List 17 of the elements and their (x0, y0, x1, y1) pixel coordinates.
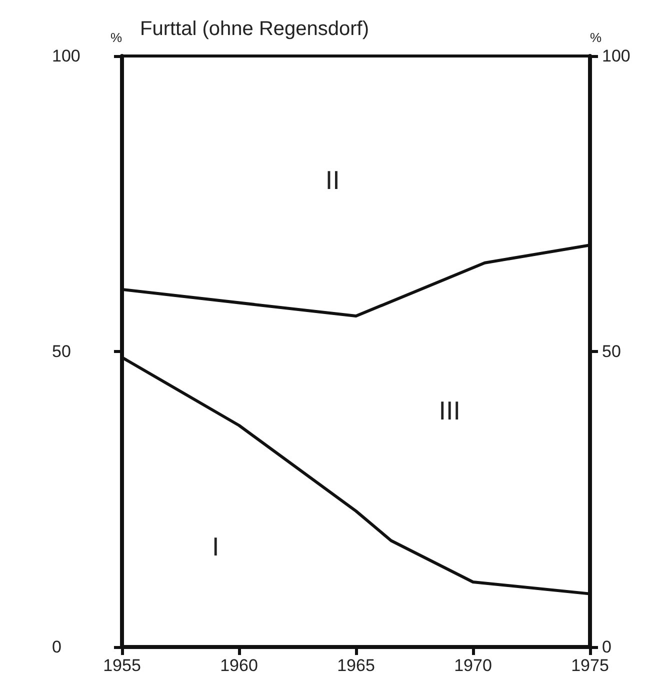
y-tick-label: 100 (52, 46, 80, 66)
y-axis-title: % (110, 30, 122, 45)
annotation: II (325, 165, 340, 196)
y2-tick-label: 100 (602, 46, 630, 66)
x-tick-label: 1955 (103, 656, 141, 675)
chart-title: Furttal (ohne Regensdorf) (140, 18, 370, 40)
y-tick-label: 50 (52, 342, 71, 361)
x-tick-label: 1975 (571, 656, 609, 675)
annotation: III (438, 396, 460, 426)
y2-tick-label: 0 (602, 638, 612, 656)
x-tick-label: 1965 (337, 656, 375, 675)
y-tick-label: 0 (52, 638, 62, 656)
y2-tick-label: 50 (602, 342, 621, 361)
y2-axis-title: % (590, 30, 602, 45)
annotation: I (212, 532, 220, 562)
x-tick-label: 1970 (454, 656, 492, 675)
x-tick-label: 1960 (220, 656, 258, 675)
